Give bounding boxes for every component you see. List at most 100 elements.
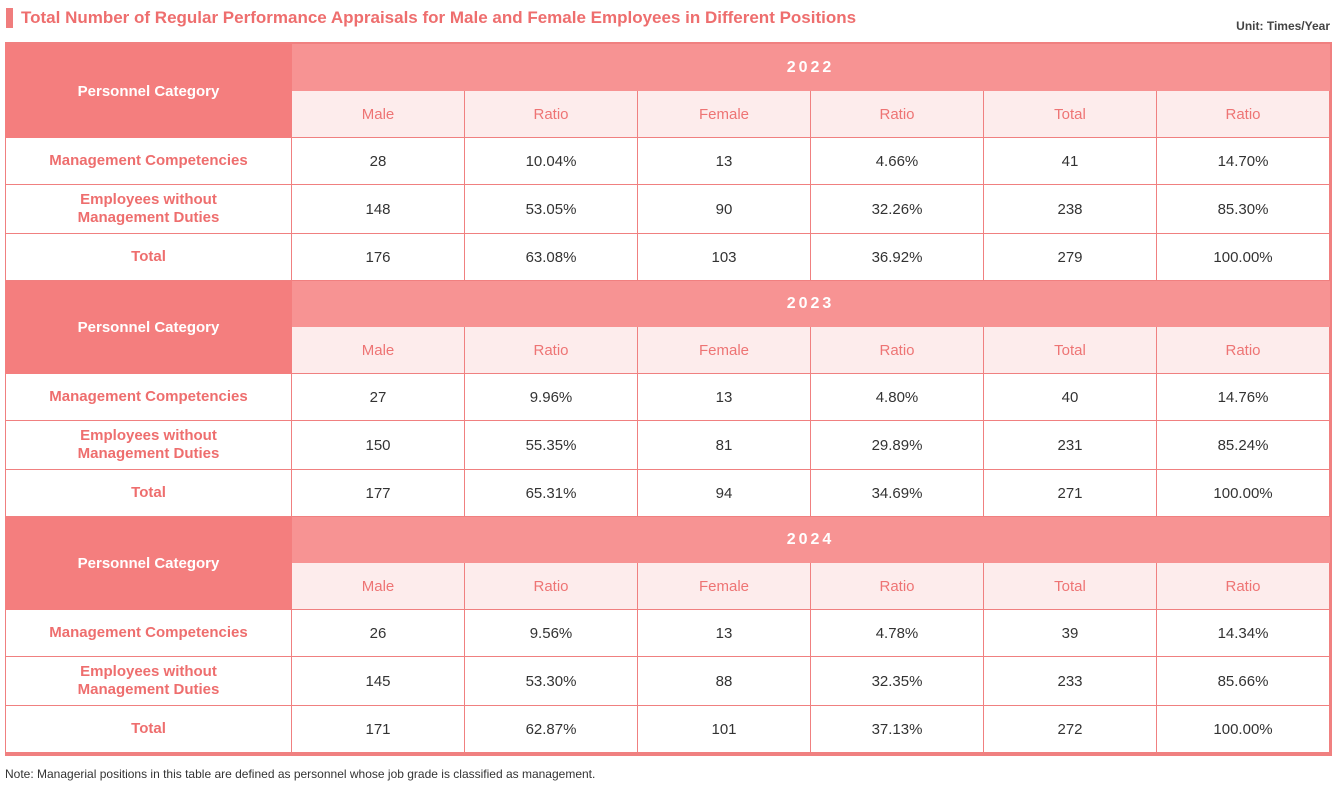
table-cell: 28 (291, 137, 465, 185)
row-label: Total (5, 469, 292, 517)
row-label-text: Management Competencies (49, 388, 248, 405)
column-header: Female (637, 562, 811, 610)
column-header-row: Male Ratio Female Ratio Total Ratio (6, 326, 1331, 374)
table-cell: 9.56% (464, 609, 638, 657)
table-row: Employees without Management Duties 150 55… (5, 420, 1331, 470)
row-label: Employees without Management Duties (5, 420, 292, 470)
table-cell: 100.00% (1155, 233, 1331, 281)
table-cell: 53.05% (464, 184, 638, 234)
row-label: Employees without Management Duties (5, 656, 292, 706)
table-cell: 55.35% (464, 420, 638, 470)
column-header: Ratio (1155, 326, 1331, 374)
table-cell: 41 (983, 137, 1157, 185)
column-header: Female (637, 326, 811, 374)
table-cell: 4.80% (810, 373, 984, 421)
table-cell: 29.89% (810, 420, 984, 470)
column-header: Ratio (464, 562, 638, 610)
table-cell: 40 (983, 373, 1157, 421)
table-cell: 150 (291, 420, 465, 470)
table-cell: 32.26% (810, 184, 984, 234)
table-cell: 100.00% (1155, 705, 1331, 753)
row-label-text: Total (131, 248, 166, 265)
appraisal-table-container: Personnel Category 2022 Male Ratio Female Rat… (5, 42, 1332, 756)
column-header: Ratio (810, 90, 984, 138)
personnel-category-header: Personnel Category (5, 280, 292, 374)
table-cell: 100.00% (1155, 469, 1331, 517)
table-cell: 177 (291, 469, 465, 517)
footnote: Note: Managerial positions in this table… (5, 767, 596, 781)
table-cell: 148 (291, 184, 465, 234)
table-row: Total 176 63.08% 103 36.92% 279 100.00% (5, 233, 1331, 281)
year-header: 2024 (290, 516, 1331, 563)
table-cell: 272 (983, 705, 1157, 753)
table-cell: 88 (637, 656, 811, 706)
title-accent-mark (6, 8, 13, 28)
column-header: Male (291, 326, 465, 374)
table-cell: 27 (291, 373, 465, 421)
table-cell: 101 (637, 705, 811, 753)
table-cell: 85.66% (1155, 656, 1331, 706)
unit-label: Unit: Times/Year (1236, 19, 1330, 33)
table-cell: 14.34% (1155, 609, 1331, 657)
table-cell: 4.66% (810, 137, 984, 185)
row-label-text: Employees without Management Duties (77, 191, 220, 226)
row-label: Management Competencies (5, 609, 292, 657)
row-label: Total (5, 233, 292, 281)
appraisal-table: Personnel Category 2022 Male Ratio Female Rat… (5, 44, 1331, 753)
row-label-text: Management Competencies (49, 152, 248, 169)
table-cell: 145 (291, 656, 465, 706)
table-row: Total 171 62.87% 101 37.13% 272 100.00% (5, 705, 1331, 753)
page-title: Total Number of Regular Performance Appr… (21, 8, 857, 27)
row-label: Total (5, 705, 292, 753)
table-cell: 32.35% (810, 656, 984, 706)
table-cell: 171 (291, 705, 465, 753)
row-label: Employees without Management Duties (5, 184, 292, 234)
table-cell: 9.96% (464, 373, 638, 421)
table-cell: 65.31% (464, 469, 638, 517)
column-header: Female (637, 90, 811, 138)
table-row: Management Competencies 26 9.56% 13 4.78% 39 1… (5, 609, 1331, 657)
table-cell: 63.08% (464, 233, 638, 281)
column-header: Ratio (1155, 562, 1331, 610)
column-header: Ratio (1155, 90, 1331, 138)
row-label-text: Employees without Management Duties (77, 663, 220, 698)
year-header-row: Personnel Category 2023 (5, 280, 1331, 374)
year-header: 2023 (290, 280, 1331, 327)
personnel-category-header: Personnel Category (5, 44, 292, 138)
table-cell: 85.30% (1155, 184, 1331, 234)
row-label: Management Competencies (5, 137, 292, 185)
table-cell: 90 (637, 184, 811, 234)
table-cell: 62.87% (464, 705, 638, 753)
column-header: Ratio (810, 326, 984, 374)
table-cell: 233 (983, 656, 1157, 706)
table-row: Management Competencies 28 10.04% 13 4.66% 41… (5, 137, 1331, 185)
column-header: Ratio (464, 326, 638, 374)
column-header: Male (291, 90, 465, 138)
row-label-text: Employees without Management Duties (77, 427, 220, 462)
column-header: Total (983, 326, 1157, 374)
table-cell: 14.76% (1155, 373, 1331, 421)
table-cell: 37.13% (810, 705, 984, 753)
table-cell: 103 (637, 233, 811, 281)
table-cell: 94 (637, 469, 811, 517)
row-label-text: Management Competencies (49, 624, 248, 641)
column-header: Male (291, 562, 465, 610)
year-header-row: Personnel Category 2022 (5, 44, 1331, 138)
table-cell: 36.92% (810, 233, 984, 281)
table-cell: 81 (637, 420, 811, 470)
table-row: Employees without Management Duties 145 53… (5, 656, 1331, 706)
table-cell: 85.24% (1155, 420, 1331, 470)
table-row: Total 177 65.31% 94 34.69% 271 100.00% (5, 469, 1331, 517)
appraisal-table-body: Personnel Category 2022 Male Ratio Female Rat… (5, 44, 1331, 753)
row-label-text: Total (131, 484, 166, 501)
table-cell: 13 (637, 609, 811, 657)
page-title-bar: Total Number of Regular Performance Appr… (6, 8, 856, 28)
row-label-text: Total (131, 720, 166, 737)
column-header: Ratio (464, 90, 638, 138)
table-row: Employees without Management Duties 148 53… (5, 184, 1331, 234)
column-header: Ratio (810, 562, 984, 610)
table-cell: 13 (637, 373, 811, 421)
column-header-row: Male Ratio Female Ratio Total Ratio (6, 90, 1331, 138)
column-header: Total (983, 90, 1157, 138)
table-cell: 279 (983, 233, 1157, 281)
